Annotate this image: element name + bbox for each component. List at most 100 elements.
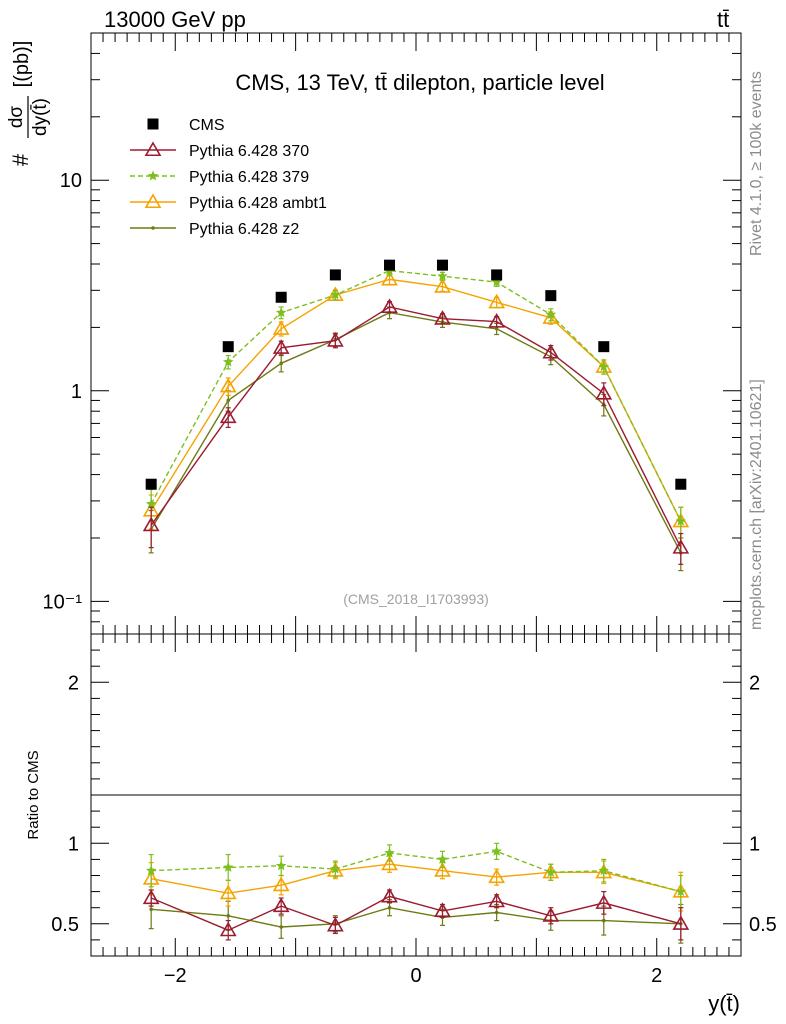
x-tick-label: 0 (410, 965, 421, 987)
main-point-pythia-6-428-379 (545, 309, 557, 320)
ratio-point-pythia-6-428-370 (142, 889, 160, 905)
ratio-point-pythia-6-428-z2 (149, 907, 153, 912)
ratio-point-pythia-6-428-z2 (387, 905, 392, 910)
main-y-tick-label: 10⁻¹ (43, 591, 83, 613)
ratio-point-pythia-6-428-379 (384, 847, 395, 858)
ratio-point-pythia-6-428-370 (272, 897, 290, 913)
main-series-pythia-6-428-370 (142, 298, 690, 565)
main-point-cms (675, 478, 687, 490)
main-point-pythia-6-428-ambt1 (488, 293, 506, 309)
legend-label: Pythia 6.428 ambt1 (189, 195, 327, 212)
ratio-point-pythia-6-428-379 (675, 886, 687, 897)
legend-entry-pythia-6-428-ambt1: Pythia 6.428 ambt1 (130, 193, 327, 212)
ratio-point-pythia-6-428-379 (545, 866, 557, 877)
main-point-pythia-6-428-379 (222, 356, 234, 367)
main-point-pythia-6-428-z2 (279, 361, 283, 366)
main-point-pythia-6-428-379 (437, 270, 448, 281)
main-point-pythia-6-428-370 (488, 313, 506, 328)
legend-marker (151, 226, 155, 230)
ratio-point-pythia-6-428-379 (437, 853, 448, 864)
legend: CMS Pythia 6.428 370 Pythia 6.428 379 Pythi… (130, 117, 327, 238)
ylabel-unit: [(pb)] (11, 41, 33, 88)
main-panel: 10 1 10⁻¹ CMS, 13 TeV, tt̄ dilepton, parti… (6, 32, 742, 635)
main-point-pythia-6-428-379 (675, 515, 687, 526)
x-tick-label: 2 (651, 965, 662, 987)
main-point-pythia-6-428-370 (542, 343, 560, 359)
legend-label: Pythia 6.428 370 (189, 143, 309, 160)
ratio-line-pythia-6-428-z2 (151, 906, 681, 928)
legend-marker (147, 118, 159, 130)
main-y-tick-label: 10 (60, 170, 82, 192)
main-point-cms (491, 269, 503, 281)
main-point-pythia-6-428-370 (142, 516, 160, 532)
ratio-line-pythia-6-428-370 (150, 895, 681, 931)
ratio-line-pythia-6-428-379 (151, 850, 681, 893)
main-point-cms (598, 341, 610, 353)
ratio-point-pythia-6-428-370 (219, 921, 237, 937)
ratio-point-pythia-6-428-379 (491, 845, 502, 856)
legend-marker (144, 193, 162, 209)
legend-entry-cms: CMS (147, 117, 225, 134)
main-point-pythia-6-428-370 (672, 539, 690, 554)
ratio-panel: 2 2 1 1 0.5 0.5 −2 0 2 Ratio to CMS y(t̄) (25, 633, 777, 1016)
ratio-y-tick-label: 2 (68, 672, 79, 694)
ratio-y-axis-label: Ratio to CMS (25, 750, 42, 839)
main-point-pythia-6-428-370 (219, 408, 237, 424)
ratio-point-pythia-6-428-379 (222, 861, 234, 872)
main-point-cms (436, 259, 448, 271)
ratio-point-pythia-6-428-370 (542, 907, 560, 922)
ratio-series-pythia-6-428-370 (142, 887, 690, 941)
ratio-point-pythia-6-428-370 (672, 915, 690, 930)
legend-entry-pythia-6-428-z2: Pythia 6.428 z2 (130, 221, 299, 238)
main-point-pythia-6-428-370 (326, 332, 344, 347)
main-point-pythia-6-428-ambt1 (219, 377, 237, 393)
watermark: (CMS_2018_I1703993) (343, 591, 489, 607)
ratio-series-pythia-6-428-ambt1 (142, 855, 690, 912)
ratio-point-pythia-6-428-ambt1 (381, 855, 398, 871)
energy-label: 13000 GeV pp (104, 7, 246, 32)
main-point-pythia-6-428-379 (491, 276, 502, 287)
legend-marker (144, 141, 162, 157)
legend-entry-pythia-6-428-370: Pythia 6.428 370 (130, 141, 309, 160)
ratio-y-tick-label: 0.5 (51, 914, 79, 936)
ratio-point-pythia-6-428-z2 (226, 913, 231, 918)
ratio-y-tick-label-right: 1 (749, 833, 760, 855)
main-point-cms (145, 478, 157, 490)
ratio-y-tick-label-right: 2 (749, 672, 760, 694)
legend-label: Pythia 6.428 379 (189, 169, 309, 186)
main-point-pythia-6-428-ambt1 (381, 270, 398, 286)
legend-entry-pythia-6-428-379: Pythia 6.428 379 (130, 169, 309, 186)
ratio-point-pythia-6-428-370 (434, 902, 451, 917)
ratio-point-pythia-6-428-379 (275, 860, 287, 871)
main-line-pythia-6-428-370 (150, 306, 682, 548)
y-axis-label: # dσ dy(t̄) [(pb)] (6, 41, 51, 166)
ylabel-prefix: # (8, 153, 33, 166)
main-point-pythia-6-428-370 (272, 339, 290, 354)
main-point-cms (329, 269, 341, 281)
main-y-tick-label: 1 (71, 381, 82, 403)
ratio-point-pythia-6-428-370 (488, 892, 506, 908)
main-point-pythia-6-428-370 (434, 310, 451, 325)
ratio-line-pythia-6-428-ambt1 (151, 863, 681, 894)
main-point-pythia-6-428-379 (275, 307, 287, 318)
ylabel-numerator: dσ (6, 106, 27, 129)
ratio-series-pythia-6-428-379 (145, 842, 687, 909)
ratio-point-pythia-6-428-z2 (601, 918, 606, 923)
ratio-point-pythia-6-428-ambt1 (219, 884, 237, 900)
x-tick-label: −2 (164, 965, 187, 987)
ratio-point-pythia-6-428-ambt1 (434, 862, 451, 877)
main-point-pythia-6-428-ambt1 (434, 278, 451, 293)
main-point-pythia-6-428-z2 (494, 326, 499, 331)
legend-label: CMS (189, 117, 225, 134)
main-line-pythia-6-428-379 (150, 269, 682, 522)
main-line-pythia-6-428-ambt1 (150, 278, 682, 522)
main-point-cms (384, 259, 396, 271)
x-axis-label: y(t̄) (708, 991, 740, 1016)
ratio-point-pythia-6-428-379 (145, 865, 157, 876)
main-series-cms (145, 259, 687, 490)
ratio-point-pythia-6-428-370 (595, 894, 613, 909)
main-point-cms (275, 291, 287, 303)
main-point-pythia-6-428-370 (381, 298, 398, 314)
ratio-point-pythia-6-428-370 (381, 887, 398, 903)
